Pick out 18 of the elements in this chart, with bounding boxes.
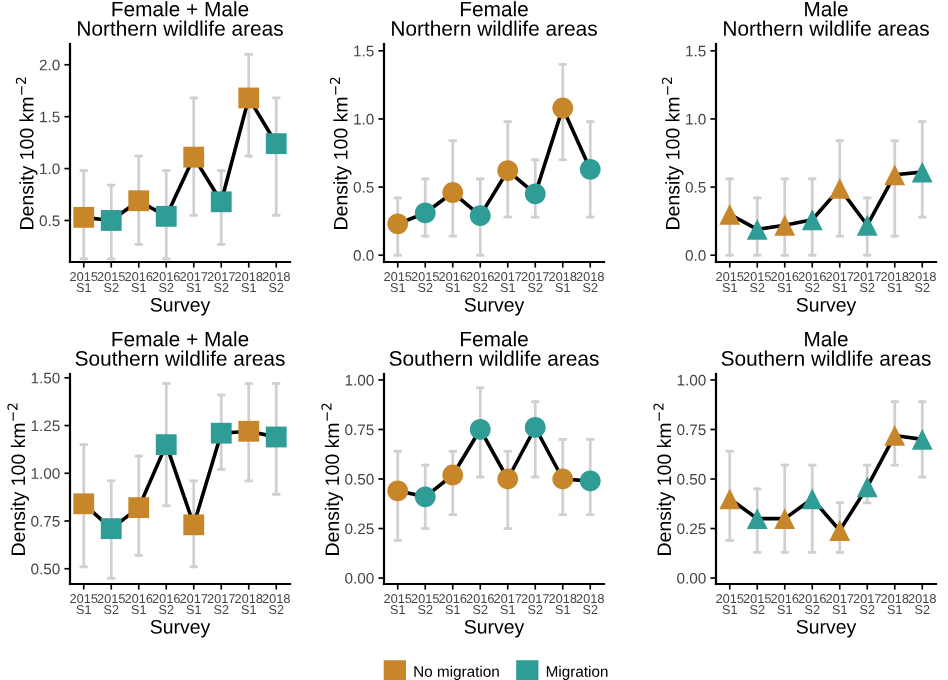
x-axis-title: Survey [150, 619, 211, 638]
y-axis-title: Density 100 km$^{−2}$ [321, 403, 343, 555]
x-axis-title: Survey [796, 297, 857, 316]
chart-title: Female Northern wildlife areas [392, 1, 597, 36]
y-axis-title: Density 100 km$^{−2}$ [661, 77, 684, 229]
chart-title: Female + Male Northern wildlife areas [78, 1, 283, 36]
chart-title: Female + Male Southern wildlife areas [75, 331, 285, 366]
x-axis-title: Survey [150, 297, 211, 316]
y-axis-title: Density 100 km$^{−2}$ [7, 403, 29, 555]
x-axis-title: Survey [796, 619, 857, 638]
y-axis-title: Density 100 km$^{−2}$ [15, 77, 38, 229]
chart-title: Male Northern wildlife areas [724, 1, 929, 36]
y-axis-title: Density 100 km$^{−2}$ [329, 77, 352, 229]
y-axis-title: Density 100 km$^{−2}$ [653, 403, 675, 555]
chart-title: Male Southern wildlife areas [721, 331, 931, 366]
chart-title: Female Southern wildlife areas [389, 331, 599, 366]
x-axis-title: Survey [464, 297, 525, 316]
x-axis-title: Survey [464, 619, 525, 638]
